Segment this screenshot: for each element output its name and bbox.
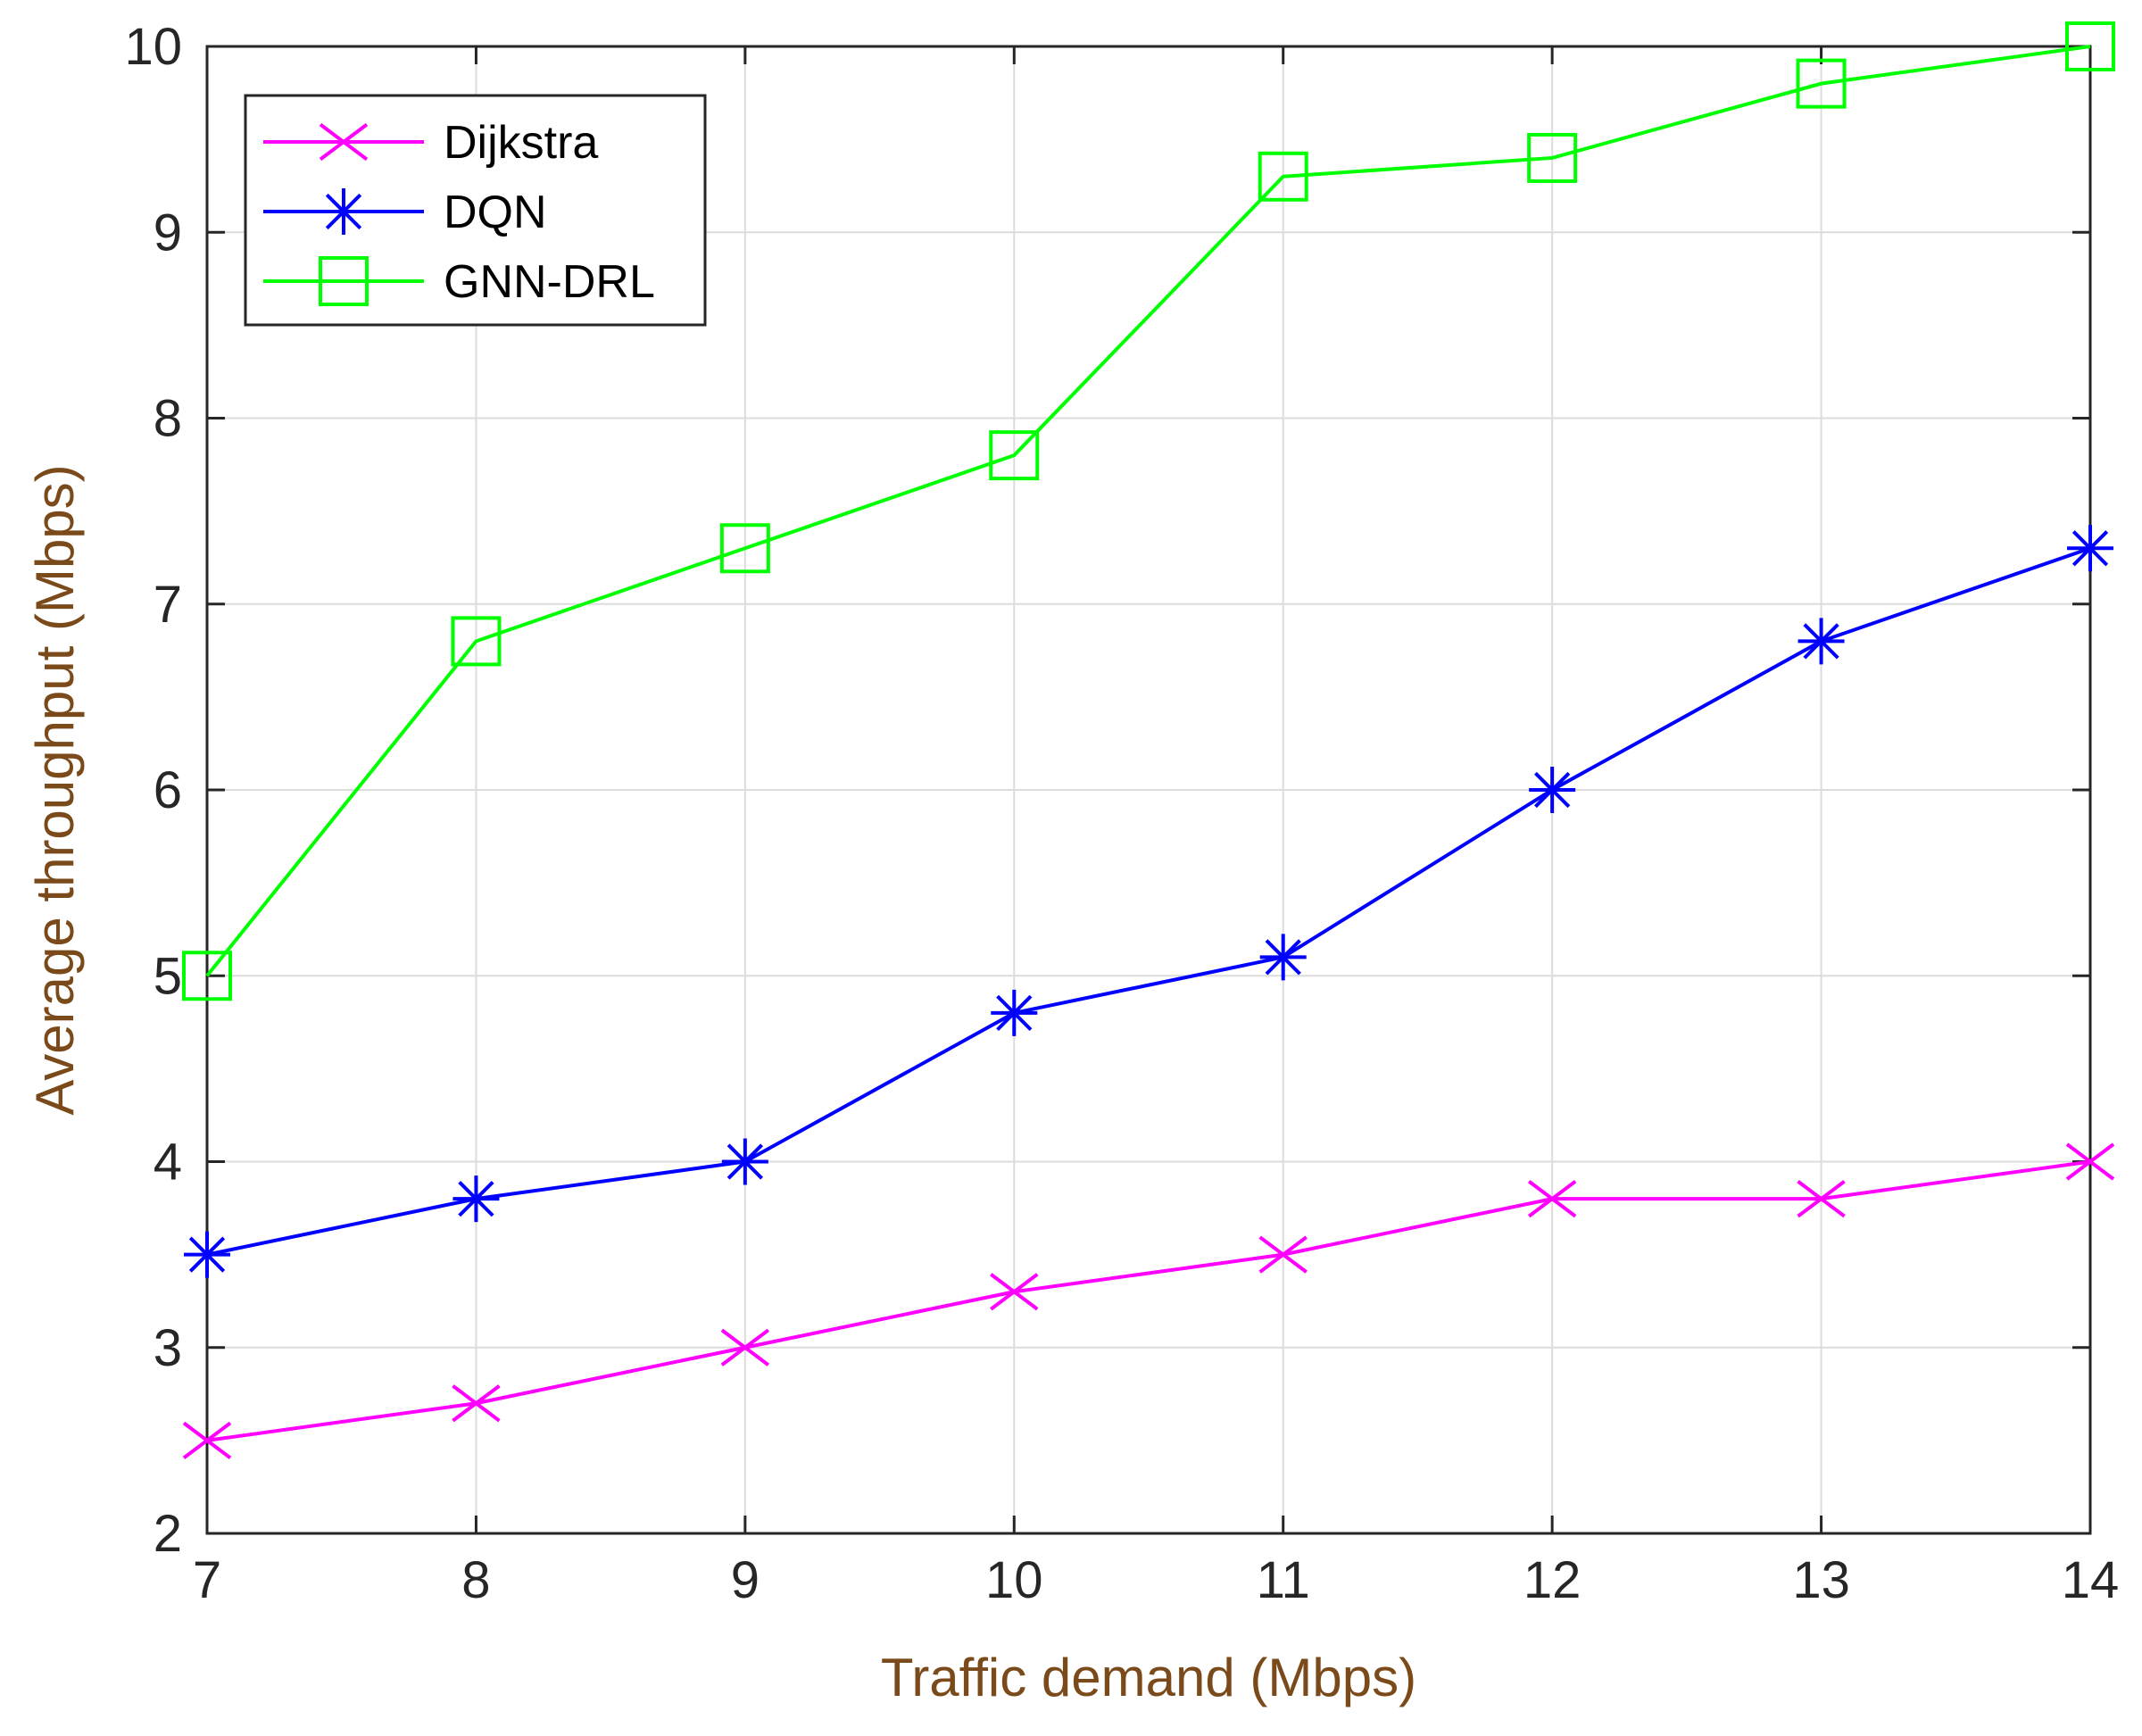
data-point-dqn: [452, 1175, 500, 1223]
y-tick-label: 6: [154, 761, 182, 819]
x-tick-label: 9: [731, 1551, 760, 1609]
legend-label: GNN-DRL: [444, 256, 655, 308]
data-point-gnn-drl: [451, 616, 502, 667]
data-point-gnn-drl: [182, 951, 232, 1001]
axes: 7 8 9 10 11 12 13 14 2 3 4 5 6 7 8 9 10: [124, 18, 2119, 1609]
data-point-gnn-drl: [1796, 58, 1847, 109]
data-point-dijkstra: [1797, 1180, 1846, 1218]
x-axis-label: Traffic demand (Mbps): [881, 1648, 1416, 1707]
data-point-dijkstra: [1258, 1235, 1308, 1274]
series-line-gnn-drl: [205, 45, 2091, 977]
data-point-dqn: [2067, 525, 2113, 572]
series-dqn: [184, 525, 2113, 1278]
data-point-dqn: [1797, 618, 1845, 665]
y-tick-label: 5: [154, 947, 182, 1005]
series-dijkstra: [182, 1142, 2115, 1459]
data-point-dijkstra: [720, 1328, 770, 1366]
series-layer: [182, 21, 2115, 1459]
y-tick-label: 8: [154, 390, 182, 448]
y-tick-label: 4: [154, 1134, 182, 1192]
data-point-dijkstra: [990, 1273, 1039, 1311]
legend-item-dijkstra: Dijkstra: [263, 117, 598, 169]
legend-marker: [319, 122, 369, 162]
data-point-dijkstra: [182, 1421, 232, 1459]
x-tick-label: 14: [2062, 1551, 2120, 1609]
x-tick-label: 12: [1523, 1551, 1582, 1609]
legend-label: Dijkstra: [444, 117, 598, 169]
legend-marker: [320, 188, 367, 235]
x-tick-label: 8: [461, 1551, 490, 1609]
data-point-gnn-drl: [1258, 151, 1308, 202]
y-tick-label: 7: [154, 576, 182, 634]
legend-item-dqn: DQN: [263, 187, 547, 238]
series-line-dqn: [206, 546, 2091, 1257]
series-gnn-drl: [182, 21, 2115, 1001]
data-point-gnn-drl: [2065, 21, 2115, 71]
x-tick-label: 7: [193, 1551, 221, 1609]
legend-marker: [319, 256, 369, 306]
data-point-dqn: [184, 1231, 230, 1278]
data-point-gnn-drl: [989, 430, 1040, 481]
data-point-gnn-drl: [1527, 132, 1578, 183]
x-tick-label: 11: [1257, 1551, 1310, 1609]
y-tick-label: 10: [124, 18, 182, 76]
x-tick-label: 10: [985, 1551, 1043, 1609]
y-tick-label: 3: [154, 1319, 182, 1377]
legend-item-gnn-drl: GNN-DRL: [263, 256, 655, 308]
data-point-dqn: [1259, 934, 1307, 981]
data-point-dqn: [1529, 767, 1576, 813]
data-point-dijkstra: [1527, 1180, 1577, 1218]
data-point-dijkstra: [2065, 1142, 2115, 1181]
legend: Dijkstra DQN GNN-DRL: [244, 94, 707, 327]
y-tick-label: 2: [154, 1505, 182, 1563]
series-line-dijkstra: [206, 1159, 2091, 1442]
x-tick-label: 13: [1792, 1551, 1850, 1609]
y-tick-label: 9: [154, 204, 182, 262]
data-point-dqn: [991, 989, 1038, 1036]
y-axis-label: Average throughput (Mbps): [25, 464, 85, 1115]
data-point-dqn: [721, 1138, 768, 1185]
data-point-dijkstra: [452, 1384, 501, 1423]
legend-label: DQN: [444, 187, 547, 238]
data-point-gnn-drl: [719, 523, 770, 574]
